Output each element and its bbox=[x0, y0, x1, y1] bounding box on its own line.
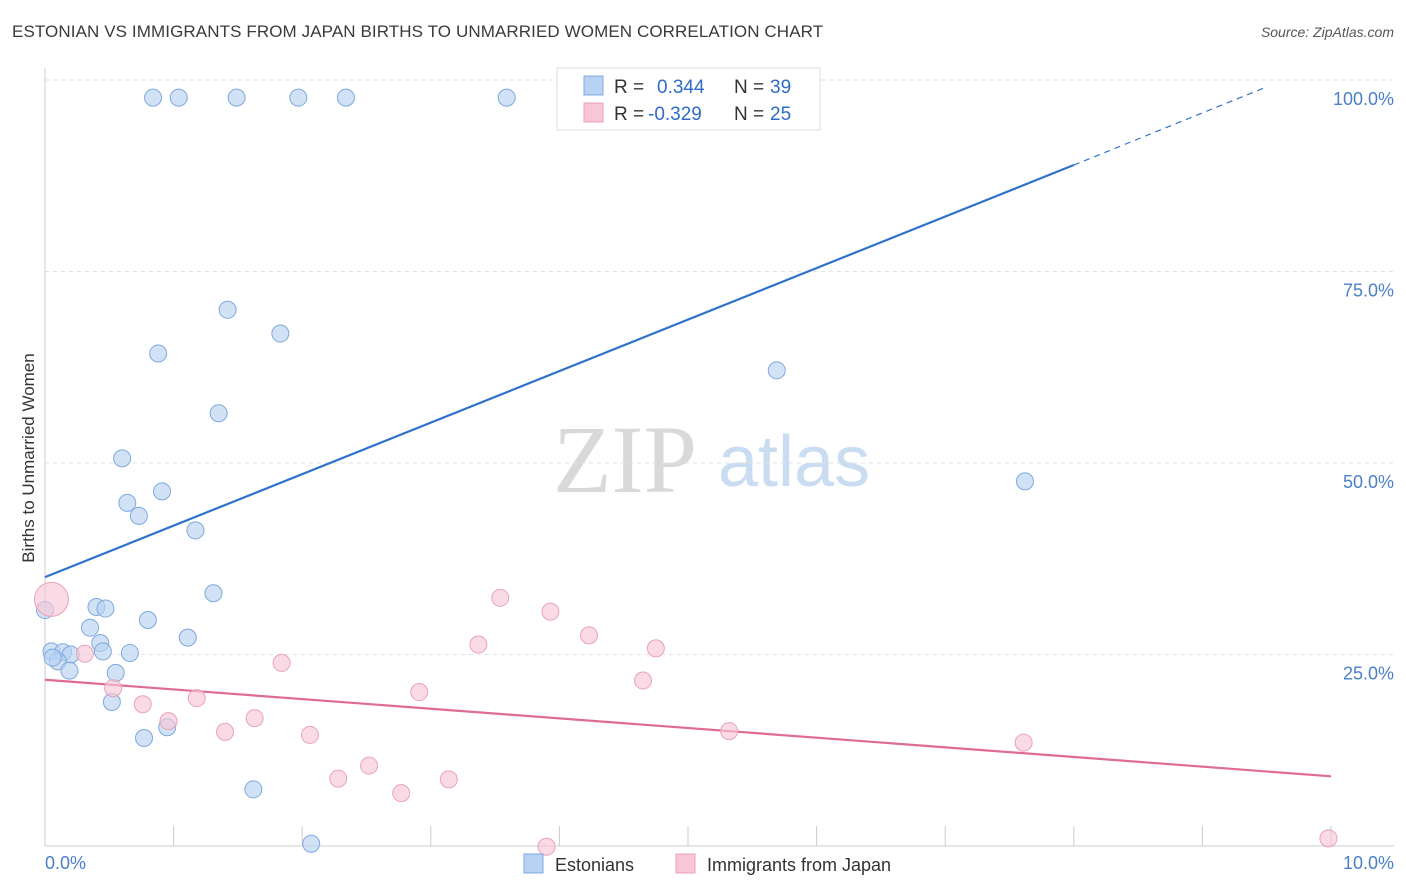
estonian-point bbox=[60, 661, 79, 680]
estonian-point bbox=[218, 300, 237, 319]
axes bbox=[44, 68, 1394, 847]
immigrant-points bbox=[33, 581, 1338, 856]
y-axis-label: Births to Unmarried Women bbox=[19, 353, 38, 562]
estonian-point bbox=[93, 642, 112, 661]
trend-lines bbox=[44, 86, 1332, 778]
y-tick-label-25: 25.0% bbox=[1343, 664, 1394, 684]
x-tick-label-min: 0.0% bbox=[45, 853, 86, 873]
estonian-point bbox=[289, 88, 308, 107]
immigrant-point bbox=[633, 671, 652, 690]
estonian-point bbox=[244, 780, 263, 799]
legend-swatch-japan bbox=[583, 102, 604, 123]
estonian-point bbox=[135, 728, 154, 747]
immigrant-point bbox=[541, 602, 560, 621]
immigrant-point bbox=[579, 626, 598, 645]
watermark-atlas: atlas bbox=[718, 422, 870, 502]
estonian-point bbox=[43, 648, 62, 667]
estonian-point bbox=[169, 88, 188, 107]
immigrant-point bbox=[410, 683, 429, 702]
estonian-point bbox=[209, 404, 228, 423]
estonian-point bbox=[106, 663, 125, 682]
series-legend: Estonians Immigrants from Japan bbox=[523, 853, 891, 875]
x-tick-label-max: 10.0% bbox=[1343, 853, 1394, 873]
immigrant-point bbox=[272, 653, 291, 672]
tick-labels: 100.0% 75.0% 50.0% 25.0% 0.0% 10.0% bbox=[45, 89, 1394, 873]
estonian-point bbox=[81, 618, 100, 637]
estonian-point bbox=[138, 611, 157, 630]
bottom-legend-japan: Immigrants from Japan bbox=[707, 855, 891, 875]
estonian-point bbox=[149, 344, 168, 363]
y-tick-label-50: 50.0% bbox=[1343, 472, 1394, 492]
y-tick-label-75: 75.0% bbox=[1343, 281, 1394, 301]
stats-legend: R = 0.344 N = 39 R = -0.329 N = 25 bbox=[556, 67, 821, 131]
immigrant-point bbox=[187, 689, 206, 708]
immigrant-point bbox=[1319, 829, 1338, 848]
chart-title: ESTONIAN VS IMMIGRANTS FROM JAPAN BIRTHS… bbox=[12, 22, 824, 41]
estonian-point bbox=[178, 628, 197, 647]
immigrant-point bbox=[469, 635, 488, 654]
estonian-point bbox=[302, 834, 321, 853]
immigrant-point bbox=[216, 722, 235, 741]
y-tick-label-100: 100.0% bbox=[1333, 89, 1394, 109]
legend-n-label-2: N = bbox=[734, 104, 764, 125]
estonian-point bbox=[144, 88, 163, 107]
legend-r-value-2: -0.329 bbox=[648, 104, 702, 125]
immigrant-point bbox=[159, 712, 178, 731]
estonian-point bbox=[118, 493, 137, 512]
watermark-zip: ZIP bbox=[553, 406, 697, 513]
bottom-legend-estonians: Estonians bbox=[555, 855, 634, 875]
immigrant-point bbox=[75, 644, 94, 663]
estonian-point bbox=[767, 361, 786, 380]
legend-r-label-2: R = bbox=[614, 104, 644, 125]
legend-n-value-2: 25 bbox=[770, 104, 791, 125]
immigrant-point bbox=[439, 770, 458, 789]
immigrant-point bbox=[104, 679, 123, 698]
bottom-legend-swatch-estonians bbox=[523, 853, 544, 874]
estonian-trend-extension bbox=[1073, 86, 1267, 166]
estonian-point bbox=[204, 584, 223, 603]
immigrant-point bbox=[646, 639, 665, 658]
japan-trend-line bbox=[44, 678, 1332, 778]
estonian-point bbox=[129, 506, 148, 525]
immigrant-point bbox=[245, 709, 264, 728]
immigrant-point bbox=[1014, 733, 1033, 752]
estonian-point bbox=[1015, 472, 1034, 491]
immigrant-point bbox=[360, 756, 379, 775]
legend-n-label-1: N = bbox=[734, 77, 764, 98]
legend-r-value-1: 0.344 bbox=[657, 77, 705, 98]
immigrant-point bbox=[392, 784, 411, 803]
immigrant-point bbox=[537, 837, 556, 856]
estonian-point bbox=[96, 599, 115, 618]
estonian-point bbox=[186, 521, 205, 540]
legend-swatch-estonians bbox=[583, 75, 604, 96]
immigrant-point bbox=[329, 769, 348, 788]
immigrant-point bbox=[133, 695, 152, 714]
gridlines bbox=[45, 79, 1394, 655]
estonian-point bbox=[120, 643, 139, 662]
immigrant-point bbox=[491, 588, 510, 607]
bottom-legend-swatch-japan bbox=[675, 853, 696, 874]
estonian-point bbox=[153, 482, 172, 501]
legend-r-label-1: R = bbox=[614, 77, 644, 98]
estonian-trend-line bbox=[44, 164, 1075, 579]
estonian-point bbox=[497, 88, 516, 107]
estonian-point bbox=[271, 324, 290, 343]
estonian-point bbox=[336, 88, 355, 107]
estonian-point bbox=[227, 88, 246, 107]
legend-n-value-1: 39 bbox=[770, 77, 791, 98]
immigrant-point bbox=[33, 581, 69, 617]
immigrant-point bbox=[720, 722, 739, 741]
immigrant-point bbox=[300, 725, 319, 744]
estonian-point bbox=[113, 449, 132, 468]
estonian-points bbox=[36, 88, 1034, 853]
source-credit: Source: ZipAtlas.com bbox=[1260, 24, 1394, 40]
